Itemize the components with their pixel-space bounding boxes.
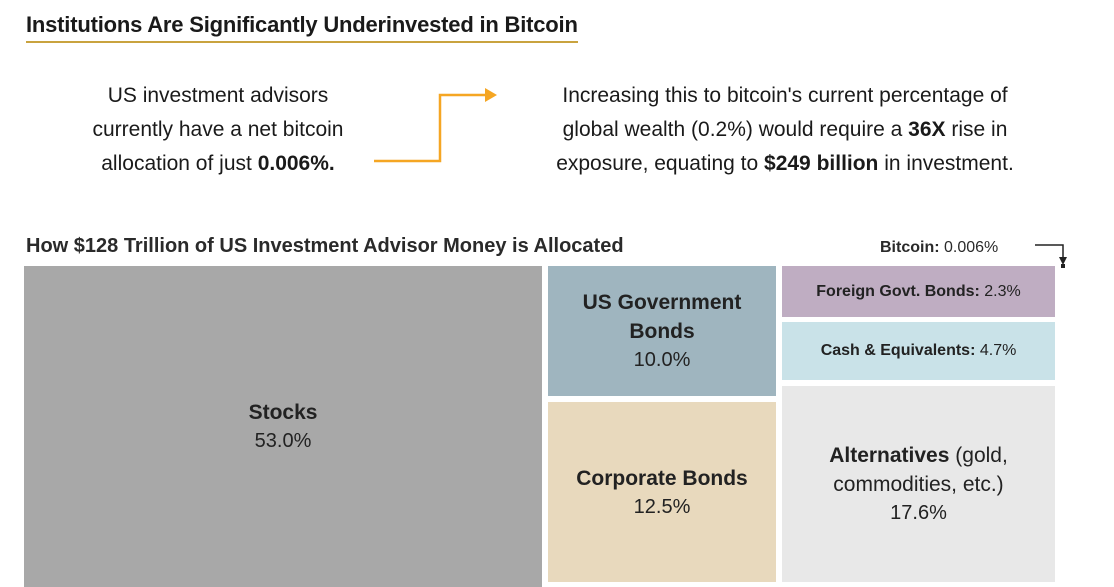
corporate-bonds-name: Corporate Bonds bbox=[576, 466, 748, 490]
treemap-tile-alternatives: Alternatives (gold, commodities, etc.) 1… bbox=[782, 386, 1055, 582]
callout-right-line2: global wealth (0.2%) would require a 36X… bbox=[500, 113, 1070, 147]
treemap-tile-corporate-bonds: Corporate Bonds 12.5% bbox=[548, 402, 776, 582]
callout-right-line1: Increasing this to bitcoin's current per… bbox=[562, 84, 1008, 107]
cash-name: Cash & Equivalents: bbox=[820, 342, 976, 359]
foreign-bonds-value: 2.3% bbox=[984, 282, 1021, 300]
treemap-tile-cash-equivalents: Cash & Equivalents: 4.7% bbox=[782, 322, 1055, 380]
alternatives-value: 17.6% bbox=[890, 502, 947, 524]
stocks-value: 53.0% bbox=[254, 430, 312, 452]
bitcoin-name: Bitcoin: bbox=[880, 239, 940, 256]
callout-right-multiplier: 36X bbox=[908, 118, 946, 141]
stocks-name: Stocks bbox=[248, 401, 318, 424]
alternatives-description: (gold, commodities, etc.) bbox=[833, 444, 1008, 496]
callout-left-line3: allocation of just 0.006%. bbox=[40, 147, 396, 181]
callout-right-line2-text: global wealth (0.2%) would require a bbox=[562, 118, 909, 141]
callout-right-amount: $249 billion bbox=[764, 152, 879, 175]
callout-left-highlight: 0.006%. bbox=[257, 152, 335, 175]
us-gov-bonds-value: 10.0% bbox=[633, 349, 691, 371]
treemap-tile-stocks: Stocks 53.0% bbox=[24, 266, 542, 587]
callout-current-allocation: US investment advisors currently have a … bbox=[40, 79, 396, 181]
alternatives-name: Alternatives bbox=[829, 444, 950, 467]
treemap-tile-foreign-govt-bonds: Foreign Govt. Bonds: 2.3% bbox=[782, 266, 1055, 317]
callout-right-line3: exposure, equating to $249 billion in in… bbox=[500, 147, 1070, 181]
callout-left-line3-text: allocation of just bbox=[101, 152, 258, 175]
callout-right-line3-end: in investment. bbox=[878, 152, 1014, 175]
callout-right-line3-text: exposure, equating to bbox=[556, 152, 765, 175]
bitcoin-label: Bitcoin: 0.006% bbox=[880, 239, 998, 257]
foreign-bonds-name: Foreign Govt. Bonds: bbox=[816, 282, 980, 300]
treemap-tile-us-government-bonds: US Government Bonds 10.0% bbox=[548, 266, 776, 396]
corporate-bonds-value: 12.5% bbox=[633, 495, 691, 518]
cash-value: 4.7% bbox=[979, 342, 1017, 359]
callout-left-line1: US investment advisors bbox=[107, 84, 329, 107]
chart-title: How $128 Trillion of US Investment Advis… bbox=[26, 235, 624, 257]
callout-target-allocation: Increasing this to bitcoin's current per… bbox=[500, 79, 1070, 181]
us-gov-bonds-name: US Government Bonds bbox=[582, 291, 742, 343]
bitcoin-value: 0.006% bbox=[944, 239, 999, 256]
callout-left-line2: currently have a net bitcoin bbox=[92, 118, 344, 141]
page-title: Institutions Are Significantly Underinve… bbox=[26, 12, 578, 43]
callout-right-line2-end: rise in bbox=[945, 118, 1008, 141]
